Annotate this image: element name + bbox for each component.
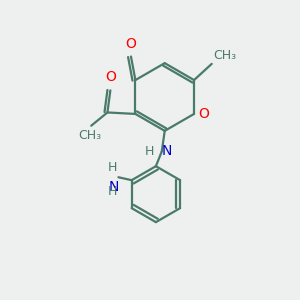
Text: H: H [108,184,117,198]
Text: CH₃: CH₃ [213,50,236,62]
Text: O: O [125,37,136,51]
Text: N: N [109,180,119,194]
Text: H: H [108,161,117,174]
Text: CH₃: CH₃ [78,129,101,142]
Text: O: O [199,107,209,121]
Text: H: H [145,145,154,158]
Text: O: O [105,70,116,85]
Text: N: N [162,145,172,158]
